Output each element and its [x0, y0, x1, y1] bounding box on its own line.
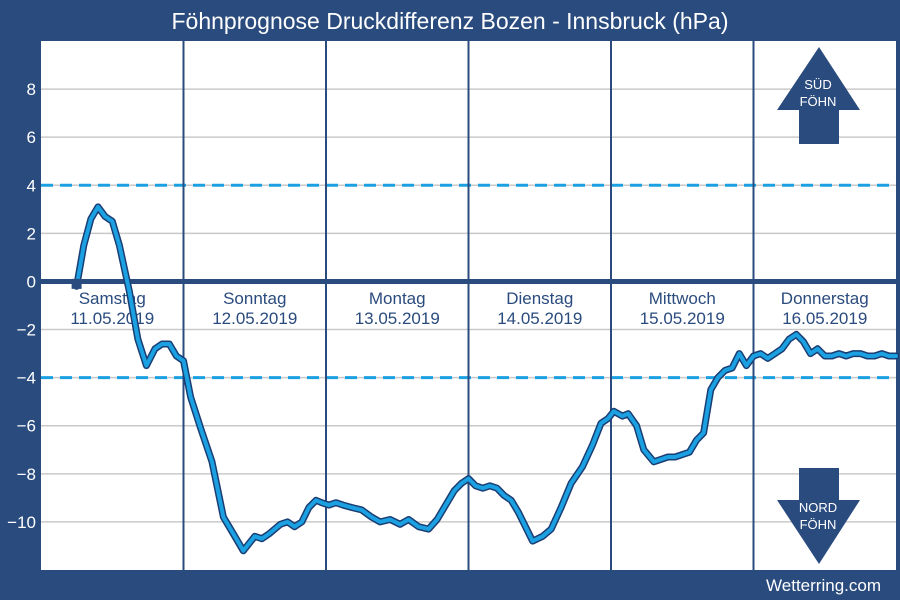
day-date-label: 12.05.2019: [212, 309, 297, 328]
up-arrow-icon: [777, 47, 860, 144]
y-tick-label: −4: [17, 369, 36, 388]
day-date-label: 16.05.2019: [782, 309, 867, 328]
series-start-marker: [71, 278, 82, 289]
y-tick-label: 4: [27, 176, 36, 195]
day-dividers: [182, 41, 755, 570]
y-tick-label: −8: [17, 465, 36, 484]
day-name-label: Donnerstag: [781, 289, 869, 308]
chart-title: Föhnprognose Druckdifferenz Bozen - Inns…: [172, 8, 729, 34]
day-date-label: 13.05.2019: [355, 309, 440, 328]
day-name-label: Dienstag: [506, 289, 573, 308]
y-tick-label: 8: [27, 80, 36, 99]
y-tick-label: 2: [27, 224, 36, 243]
up-arrow-label-line1: SÜD: [804, 77, 831, 92]
day-name-label: Samstag: [79, 289, 146, 308]
day-name-label: Montag: [369, 289, 426, 308]
day-date-label: 14.05.2019: [497, 309, 582, 328]
y-tick-label: −6: [17, 417, 36, 436]
sued-foehn-arrow: SÜD FÖHN: [777, 47, 860, 144]
day-name-label: Mittwoch: [649, 289, 716, 308]
down-arrow-label-line2: FÖHN: [800, 517, 837, 532]
nord-foehn-arrow: NORD FÖHN: [777, 468, 860, 564]
day-date-label: 11.05.2019: [70, 309, 154, 328]
y-tick-label: 0: [27, 272, 36, 291]
series-line: [74, 204, 898, 553]
y-tick-label: −10: [7, 513, 36, 532]
brand-label: Wetterring.com: [766, 576, 881, 595]
down-arrow-icon: [777, 468, 860, 564]
up-arrow-label-line2: FÖHN: [800, 94, 837, 109]
y-tick-label: 6: [27, 128, 36, 147]
down-arrow-label-line1: NORD: [799, 500, 837, 515]
series-group: [71, 203, 900, 555]
y-tick-label: −2: [17, 321, 36, 340]
day-name-label: Sonntag: [223, 289, 286, 308]
day-date-label: 15.05.2019: [640, 309, 725, 328]
y-tick-labels: 8 6 4 2 0 −2 −4 −6 −8 −10: [7, 80, 36, 532]
